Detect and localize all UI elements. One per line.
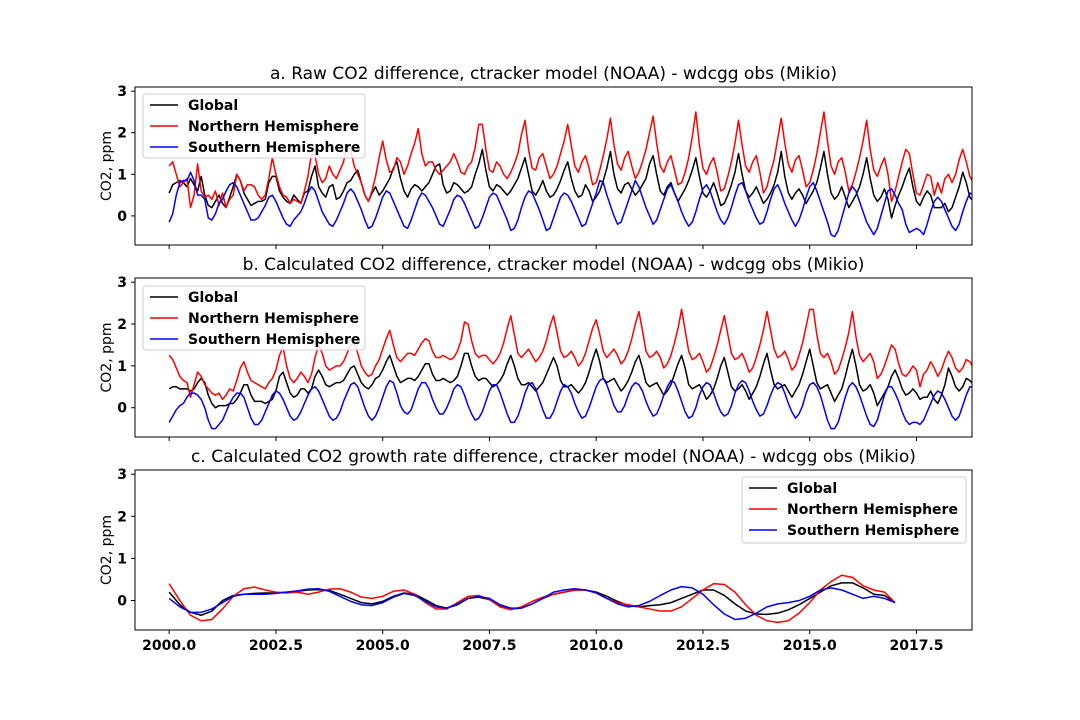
series-line-global <box>168 582 896 617</box>
x-tick-label: 2010.0 <box>569 638 623 654</box>
x-tick-label: 2002.5 <box>249 638 303 654</box>
y-axis-label: CO2, ppm <box>99 322 115 392</box>
panel-3: c. Calculated CO2 growth rate difference… <box>99 447 973 654</box>
legend-label: Northern Hemisphere <box>188 311 359 327</box>
plot-frame <box>134 469 973 631</box>
y-tick-label: 1 <box>117 551 127 567</box>
legend: Global Northern Hemisphere Southern Hemisp… <box>741 476 967 544</box>
series-line-northern-hemisphere <box>168 308 972 401</box>
legend-label: Global <box>188 98 238 114</box>
panel-1: a. Raw CO2 difference, ctracker model (N… <box>99 64 973 249</box>
y-tick-label: 2 <box>117 317 127 333</box>
legend-label: Global <box>188 290 238 306</box>
x-tick-label: 2007.5 <box>462 638 516 654</box>
legend: Global Northern Hemisphere Southern Hemisp… <box>142 285 366 351</box>
y-tick-label: 3 <box>117 275 127 291</box>
x-tick-label: 2012.5 <box>676 638 730 654</box>
y-tick-label: 0 <box>117 209 127 225</box>
panel-2: b. Calculated CO2 difference, ctracker m… <box>99 255 973 441</box>
y-axis-label: CO2, ppm <box>99 131 115 201</box>
plot-frame <box>134 277 973 438</box>
series-line-southern-hemisphere <box>168 377 972 430</box>
series-line-southern-hemisphere <box>168 585 896 621</box>
y-tick-label: 2 <box>117 509 127 525</box>
series-line-southern-hemisphere <box>168 171 972 238</box>
panel-title: a. Raw CO2 difference, ctracker model (N… <box>270 64 837 84</box>
y-tick-label: 1 <box>117 359 127 375</box>
x-tick-label: 2000.0 <box>142 638 196 654</box>
y-tick-label: 1 <box>117 167 127 183</box>
x-tick-label: 2005.0 <box>356 638 410 654</box>
y-tick-label: 0 <box>117 594 127 610</box>
legend-label: Northern Hemisphere <box>787 502 958 518</box>
x-tick-label: 2015.0 <box>783 638 837 654</box>
panel-title: c. Calculated CO2 growth rate difference… <box>191 447 916 467</box>
y-tick-label: 0 <box>117 401 127 417</box>
legend-box <box>142 285 366 351</box>
legend-label: Global <box>787 481 837 497</box>
series-line-northern-hemisphere <box>168 574 896 624</box>
x-tick-label: 2017.5 <box>889 638 943 654</box>
legend-label: Southern Hemisphere <box>188 140 360 156</box>
series-line-global <box>168 348 972 409</box>
panel-title: b. Calculated CO2 difference, ctracker m… <box>243 255 865 275</box>
y-tick-label: 3 <box>117 84 127 100</box>
legend-label: Northern Hemisphere <box>188 119 359 135</box>
legend-box <box>741 476 967 544</box>
legend-label: Southern Hemisphere <box>787 523 959 539</box>
legend: Global Northern Hemisphere Southern Hemisp… <box>142 93 366 159</box>
plot-frame <box>134 86 973 246</box>
y-axis-label: CO2, ppm <box>99 515 115 585</box>
legend-box <box>142 93 366 159</box>
legend-label: Southern Hemisphere <box>188 332 360 348</box>
y-tick-label: 3 <box>117 467 127 483</box>
y-tick-label: 2 <box>117 126 127 142</box>
